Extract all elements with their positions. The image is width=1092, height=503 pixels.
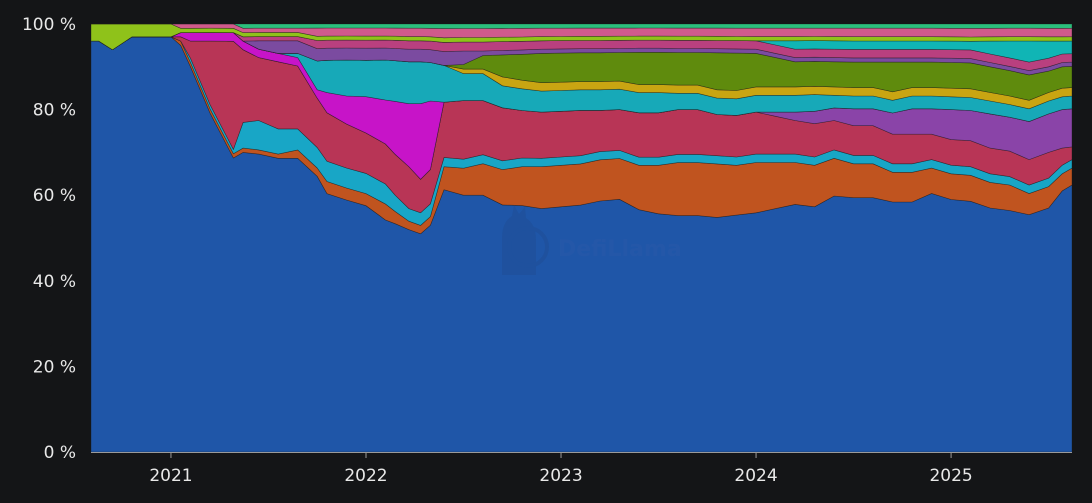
y-tick-label: 80 % (33, 101, 76, 121)
area-series-15 (91, 23, 1073, 29)
x-tick-label: 2025 (929, 466, 972, 486)
y-tick-label: 0 % (44, 443, 76, 463)
watermark-text: DefiLlama (558, 237, 682, 262)
y-tick-label: 20 % (33, 357, 76, 377)
x-tick-label: 2022 (344, 466, 387, 486)
x-tick-label: 2021 (149, 466, 192, 486)
y-tick-label: 100 % (22, 15, 76, 35)
y-tick-label: 40 % (33, 272, 76, 292)
chart-areas (90, 23, 1073, 453)
defillama-watermark: DefiLlama (502, 205, 682, 275)
y-tick-label: 60 % (33, 186, 76, 206)
llama-logo-icon (502, 205, 549, 275)
x-tick-label: 2024 (734, 466, 777, 486)
x-tick-label: 2023 (539, 466, 582, 486)
chart-axes: 0 % 20 % 40 % 60 % 80 % 100 % 2021 2022 2023 2024… (22, 15, 1072, 486)
